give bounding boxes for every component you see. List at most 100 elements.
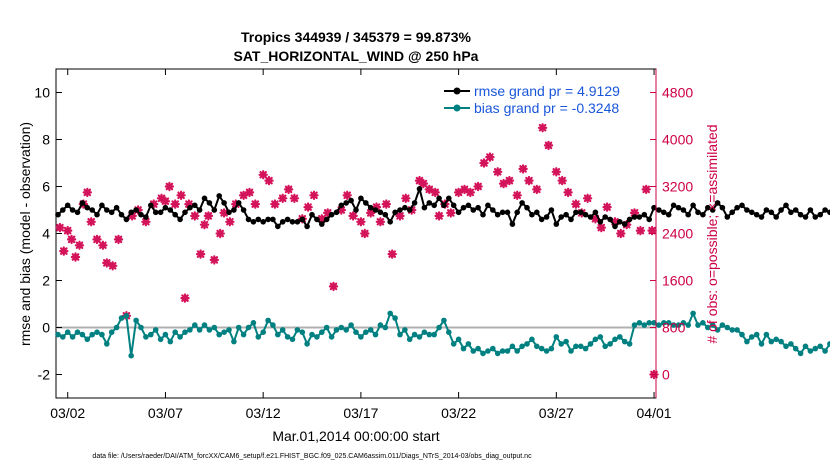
assimilated-obs-point [108, 261, 118, 271]
assimilated-obs-point [160, 196, 171, 206]
bias-point [475, 345, 481, 352]
rmse-point [807, 207, 814, 213]
rmse-point [133, 207, 139, 213]
rmse-point [709, 207, 716, 213]
assimilated-obs-point [602, 202, 612, 212]
assimilated-obs-point [258, 170, 268, 180]
bias-point [333, 327, 340, 333]
rmse-point [299, 216, 306, 223]
rmse-point [749, 209, 755, 216]
assimilated-obs-point [647, 225, 657, 236]
rmse-point [128, 209, 134, 216]
rmse-point [333, 209, 340, 216]
assimilated-obs-point [387, 249, 397, 259]
bias-point [573, 343, 579, 350]
bias-point [465, 341, 472, 347]
assimilated-obs-point [537, 123, 548, 133]
bias-point [455, 336, 462, 343]
bias-point [563, 338, 569, 345]
bias-point [514, 348, 520, 354]
assimilated-obs-point [641, 184, 651, 195]
assimilated-obs-point [328, 281, 339, 292]
rmse-point [563, 211, 569, 218]
bias-point [538, 345, 545, 352]
rmse-point [636, 214, 643, 220]
bias-point [152, 327, 159, 333]
rmse-point [617, 219, 623, 225]
rmse-point [55, 211, 61, 218]
bias-point [387, 310, 394, 317]
y-left-tick-label: 8 [42, 132, 50, 148]
assimilated-obs-point [493, 167, 503, 177]
rmse-point [812, 214, 819, 220]
bias-point [402, 327, 408, 333]
rmse-point [792, 207, 799, 213]
rmse-point [338, 202, 345, 209]
rmse-point [597, 219, 604, 225]
rmse-point [553, 221, 560, 227]
rmse-point [431, 202, 438, 209]
assimilated-obs-point [424, 184, 434, 195]
rmse-point [822, 207, 828, 213]
bias-point [177, 334, 183, 340]
rmse-point [255, 216, 262, 223]
rmse-point [387, 219, 394, 225]
rmse-point [270, 216, 276, 223]
assimilated-obs-point [309, 190, 319, 200]
bias-point [714, 327, 721, 333]
bias-point [485, 348, 491, 354]
x-tick-label: 03/17 [343, 405, 378, 421]
x-tick-label: 04/01 [637, 405, 672, 421]
assimilated-obs-point [283, 184, 294, 195]
bias-point [406, 336, 413, 343]
bias-point [499, 348, 506, 354]
assimilated-obs-point [74, 240, 85, 250]
bias-point [578, 343, 584, 350]
assimilated-obs-point [231, 199, 241, 209]
bias-point [768, 338, 775, 345]
rmse-point [675, 204, 682, 211]
rmse-point [475, 204, 481, 211]
rmse-point [768, 209, 775, 216]
assimilated-obs-point [113, 234, 124, 245]
rmse-point [685, 211, 691, 218]
bias-point [543, 348, 550, 354]
bias-point [84, 336, 91, 343]
bias-point [729, 327, 735, 333]
rmse-point [118, 211, 125, 218]
y-right-tick-label: 3200 [662, 179, 693, 195]
bias-point [192, 322, 198, 328]
assimilated-obs-point [473, 181, 483, 192]
bias-point [631, 322, 638, 328]
rmse-point [231, 207, 237, 213]
plot-area [55, 68, 657, 399]
rmse-point [817, 211, 823, 218]
assimilated-obs-point [141, 217, 151, 227]
assimilated-obs-point [62, 225, 73, 236]
rmse-point [275, 223, 281, 230]
bias-point [421, 329, 428, 336]
assimilated-obs-point [590, 214, 601, 224]
bias-point [744, 338, 750, 345]
bias-point [138, 324, 144, 331]
bias-point [792, 345, 799, 352]
rmse-point [578, 209, 584, 216]
bias-point [279, 327, 286, 333]
assimilated-obs-point [184, 199, 194, 209]
rmse-point [314, 216, 320, 223]
y-right-tick-label: 0 [662, 367, 670, 383]
assimilated-obs-point [102, 258, 112, 268]
rmse-point [602, 214, 608, 220]
assimilated-obs-point [360, 228, 370, 239]
data-file-footnote: data file: /Users/raeder/DAI/ATM_forcXX/… [92, 453, 532, 460]
rmse-point [123, 216, 130, 223]
bias-point [216, 331, 222, 338]
rmse-point [763, 207, 770, 213]
rmse-point [416, 186, 423, 192]
bias-point [426, 331, 433, 338]
rmse-point [397, 207, 403, 213]
bias-point [739, 331, 745, 338]
bias-point [187, 327, 193, 333]
rmse-point [206, 200, 213, 206]
rmse-point [192, 202, 198, 209]
